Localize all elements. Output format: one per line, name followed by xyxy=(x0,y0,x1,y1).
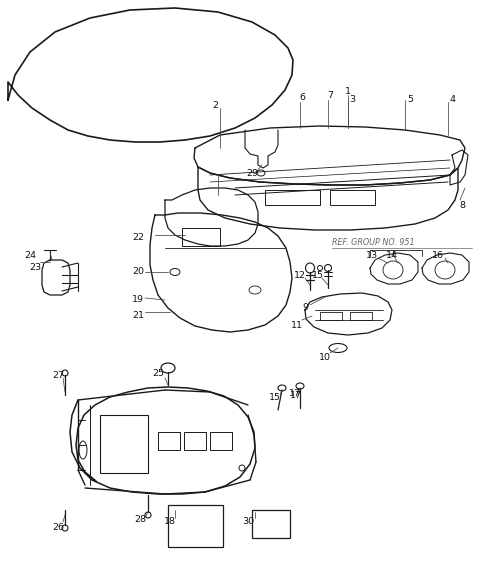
Text: 7: 7 xyxy=(327,92,333,100)
Text: 2: 2 xyxy=(212,100,218,109)
Bar xyxy=(182,228,220,246)
Text: 19: 19 xyxy=(132,295,144,305)
Text: 25: 25 xyxy=(152,369,164,378)
Text: 30: 30 xyxy=(242,517,254,526)
Bar xyxy=(210,432,232,450)
Bar xyxy=(350,312,372,320)
Text: 27: 27 xyxy=(52,370,64,380)
Bar xyxy=(168,505,223,547)
Text: 29: 29 xyxy=(246,169,258,179)
Text: 16: 16 xyxy=(432,252,444,260)
Text: 1: 1 xyxy=(345,86,351,96)
Text: 14: 14 xyxy=(386,252,398,260)
Text: 21: 21 xyxy=(132,310,144,320)
Bar xyxy=(265,190,320,205)
Text: 9: 9 xyxy=(302,304,308,313)
Text: 18: 18 xyxy=(164,517,176,526)
Text: 17: 17 xyxy=(290,392,302,400)
Text: 6: 6 xyxy=(299,93,305,103)
Text: 15: 15 xyxy=(312,271,324,281)
Bar xyxy=(320,312,342,320)
Bar xyxy=(158,432,180,450)
Text: REF. GROUP NO. 951: REF. GROUP NO. 951 xyxy=(332,238,415,247)
Text: 13: 13 xyxy=(366,252,378,260)
Bar xyxy=(330,190,375,205)
Text: 4: 4 xyxy=(449,96,455,104)
Text: 5: 5 xyxy=(407,96,413,104)
Text: 10: 10 xyxy=(319,354,331,362)
Bar xyxy=(252,510,290,538)
Bar xyxy=(100,415,148,473)
Text: 23: 23 xyxy=(29,263,41,272)
Text: 8: 8 xyxy=(459,200,465,210)
Text: 24: 24 xyxy=(24,252,36,260)
Bar xyxy=(184,432,206,450)
Text: 11: 11 xyxy=(291,320,303,329)
Text: 12: 12 xyxy=(294,271,306,281)
Text: 20: 20 xyxy=(132,267,144,276)
Text: 17: 17 xyxy=(289,388,301,397)
Text: 15: 15 xyxy=(269,393,281,403)
Text: 26: 26 xyxy=(52,524,64,532)
Text: 22: 22 xyxy=(132,233,144,242)
Text: 28: 28 xyxy=(134,516,146,525)
Text: 3: 3 xyxy=(349,96,355,104)
